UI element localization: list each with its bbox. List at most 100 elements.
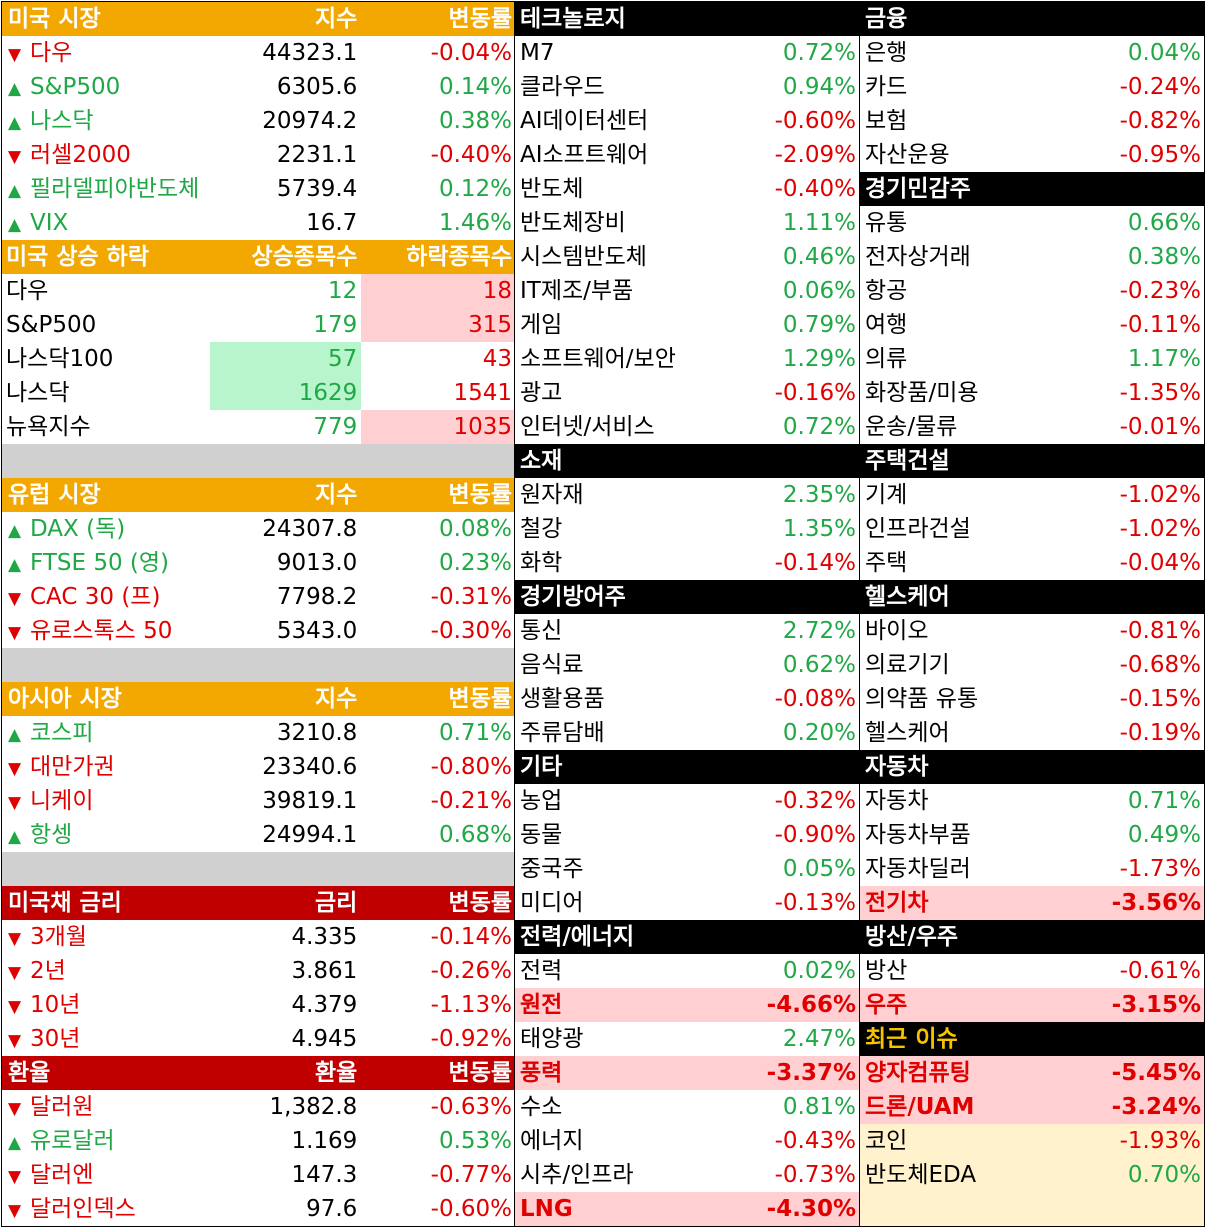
sector-group-header: 금융 xyxy=(860,2,1204,36)
sector-change: 0.81% xyxy=(782,1094,856,1120)
sector-row: 통신 2.72% xyxy=(515,614,859,648)
sector-name: 자동차딜러 xyxy=(865,856,971,882)
sector-name: 전자상거래 xyxy=(865,244,971,270)
us-bonds-col-value: 금리 xyxy=(314,890,358,916)
asia-market-name: ▼ 대만가권 xyxy=(2,750,207,784)
instrument-name: 니케이 xyxy=(30,788,94,814)
us-market-row: ▼ 러셀2000 2231.1 -0.40% xyxy=(2,138,514,172)
sector-row: AI데이터센터 -0.60% xyxy=(515,104,859,138)
fx-name: ▼ 달러원 xyxy=(2,1090,207,1124)
sector-change: 1.35% xyxy=(782,516,856,542)
sector-change: -0.32% xyxy=(774,788,856,814)
sector-row: 바이오 -0.81% xyxy=(860,614,1204,648)
sector-change: -3.24% xyxy=(1111,1094,1201,1120)
instrument-name: 달러인덱스 xyxy=(30,1196,136,1222)
us-bonds-name: ▼ 3개월 xyxy=(2,920,207,954)
sector-row: 에너지 -0.43% xyxy=(515,1124,859,1158)
sector-name: 의약품 유통 xyxy=(865,686,979,712)
down-arrow-icon: ▼ xyxy=(8,623,22,643)
sector-change: 0.70% xyxy=(1127,1162,1201,1188)
sector-group-header: 경기방어주 xyxy=(515,580,859,614)
sector-row: 우주 -3.15% xyxy=(860,988,1204,1022)
fx-change: -0.60% xyxy=(430,1196,513,1222)
us-market-name: ▲ 필라델피아반도체 xyxy=(2,172,207,206)
sector-change: 0.79% xyxy=(782,312,856,338)
instrument-name: 다우 xyxy=(30,40,73,66)
sector-name: 미디어 xyxy=(520,890,584,916)
sector-group-title: 금융 xyxy=(865,6,908,32)
sector-name: 자동차부품 xyxy=(865,822,971,848)
sector-row: 주류담배 0.20% xyxy=(515,716,859,750)
instrument-name: 나스닥 xyxy=(30,108,94,134)
us-market-name: ▲ VIX xyxy=(2,206,207,240)
sector-change: 0.02% xyxy=(782,958,856,984)
us-bonds-name: ▼ 10년 xyxy=(2,988,207,1022)
fx-row: ▼ 달러원 1,382.8 -0.63% xyxy=(2,1090,514,1124)
sector-name: 헬스케어 xyxy=(865,720,950,746)
advancers-count: 57 xyxy=(209,342,362,376)
sector-group-header: 경기민감주 xyxy=(860,172,1204,206)
sector-row: 방산 -0.61% xyxy=(860,954,1204,988)
asia-market-value: 39819.1 xyxy=(262,788,358,814)
us-breadth-name: 나스닥100 xyxy=(6,346,114,372)
instrument-name: VIX xyxy=(30,210,69,236)
sector-group-title: 자동차 xyxy=(865,754,929,780)
us-market-value: 5739.4 xyxy=(276,176,358,202)
sector-name: 중국주 xyxy=(520,856,584,882)
sector-name: 원전 xyxy=(520,992,563,1018)
sector-name: 운송/물류 xyxy=(865,414,958,440)
us-bonds-change: -0.92% xyxy=(430,1026,513,1052)
sector-row: 풍력 -3.37% xyxy=(515,1056,859,1090)
sector-change: -0.90% xyxy=(774,822,856,848)
us-bonds-name: ▼ 2년 xyxy=(2,954,207,988)
asia-market-row: ▼ 대만가권 23340.6 -0.80% xyxy=(2,750,514,784)
fx-value: 147.3 xyxy=(291,1162,358,1188)
sector-row: 중국주 0.05% xyxy=(515,852,859,886)
sector-row: 원전 -4.66% xyxy=(515,988,859,1022)
us-market-name: ▲ S&P500 xyxy=(2,70,207,104)
instrument-name: S&P500 xyxy=(30,74,121,100)
fx-value: 1,382.8 xyxy=(269,1094,358,1120)
sector-change: -0.81% xyxy=(1119,618,1201,644)
sector-name: 통신 xyxy=(520,618,563,644)
sector-name: 반도체EDA xyxy=(865,1162,977,1188)
eu-market-change: 0.23% xyxy=(438,550,513,576)
sector-name: 동물 xyxy=(520,822,563,848)
sector-name: 우주 xyxy=(865,992,908,1018)
sector-name: 은행 xyxy=(865,40,908,66)
sector-change: 0.72% xyxy=(782,414,856,440)
sector-name: 의류 xyxy=(865,346,908,372)
sector-row: 반도체장비 1.11% xyxy=(515,206,859,240)
sector-row: 드론/UAM -3.24% xyxy=(860,1090,1204,1124)
sector-change: -0.14% xyxy=(774,550,856,576)
sector-change: -0.95% xyxy=(1119,142,1201,168)
sector-name: 시추/인프라 xyxy=(520,1162,634,1188)
sector-change: -0.01% xyxy=(1119,414,1201,440)
sector-name: 카드 xyxy=(865,74,908,100)
asia-market-change: 0.68% xyxy=(438,822,513,848)
sector-change: -3.56% xyxy=(1111,890,1201,916)
sector-name: 시스템반도체 xyxy=(520,244,647,270)
sector-change: -0.82% xyxy=(1119,108,1201,134)
instrument-name: 유로달러 xyxy=(30,1128,115,1154)
fx-row: ▼ 달러엔 147.3 -0.77% xyxy=(2,1158,514,1192)
us-market-value: 20974.2 xyxy=(262,108,358,134)
asia-market-change: -0.80% xyxy=(430,754,513,780)
us-breadth-title: 미국 상승 하락 xyxy=(6,244,149,270)
sector-name: 화장품/미용 xyxy=(865,380,979,406)
us-market-row: ▼ 다우 44323.1 -0.04% xyxy=(2,36,514,70)
sector-group-header: 테크놀로지 xyxy=(515,2,859,36)
sector-name: 에너지 xyxy=(520,1128,584,1154)
sector-name: 생활용품 xyxy=(520,686,605,712)
eu-market-change: -0.30% xyxy=(430,618,513,644)
sector-row: IT제조/부품 0.06% xyxy=(515,274,859,308)
sector-name: 전기차 xyxy=(865,890,929,916)
up-arrow-icon: ▲ xyxy=(8,113,22,133)
fx-name: ▲ 유로달러 xyxy=(2,1124,207,1158)
us-market-row: ▲ 필라델피아반도체 5739.4 0.12% xyxy=(2,172,514,206)
up-arrow-icon: ▲ xyxy=(8,79,22,99)
fx-name: ▼ 달러인덱스 xyxy=(2,1192,207,1226)
sector-change: -1.93% xyxy=(1119,1128,1201,1154)
decliners-count: 315 xyxy=(361,308,514,342)
sector-row: 광고 -0.16% xyxy=(515,376,859,410)
